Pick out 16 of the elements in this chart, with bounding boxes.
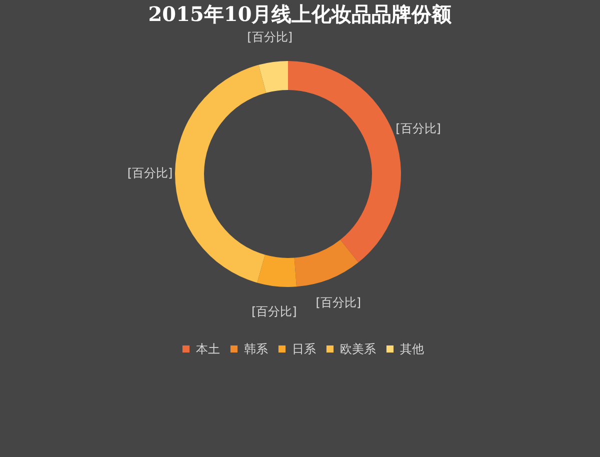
legend-label: 欧美系 <box>340 342 376 356</box>
donut-slice <box>257 254 297 287</box>
data-label: [百分比] <box>127 166 173 180</box>
donut-slice <box>175 64 266 283</box>
donut-slice <box>258 61 288 93</box>
legend-label: 日系 <box>292 342 316 356</box>
legend-label: 韩系 <box>244 342 268 356</box>
data-label: [百分比] <box>316 295 362 310</box>
data-label: [百分比] <box>251 304 297 318</box>
legend-label: 其他 <box>400 342 424 356</box>
chart-title: 2015年10月线上化妆品品牌份额 <box>148 2 453 26</box>
donut-slice <box>294 240 358 287</box>
legend-label: 本土 <box>196 342 220 356</box>
donut-slice <box>288 61 401 262</box>
data-label: [百分比] <box>396 121 441 136</box>
data-label: [百分比] <box>247 30 293 44</box>
